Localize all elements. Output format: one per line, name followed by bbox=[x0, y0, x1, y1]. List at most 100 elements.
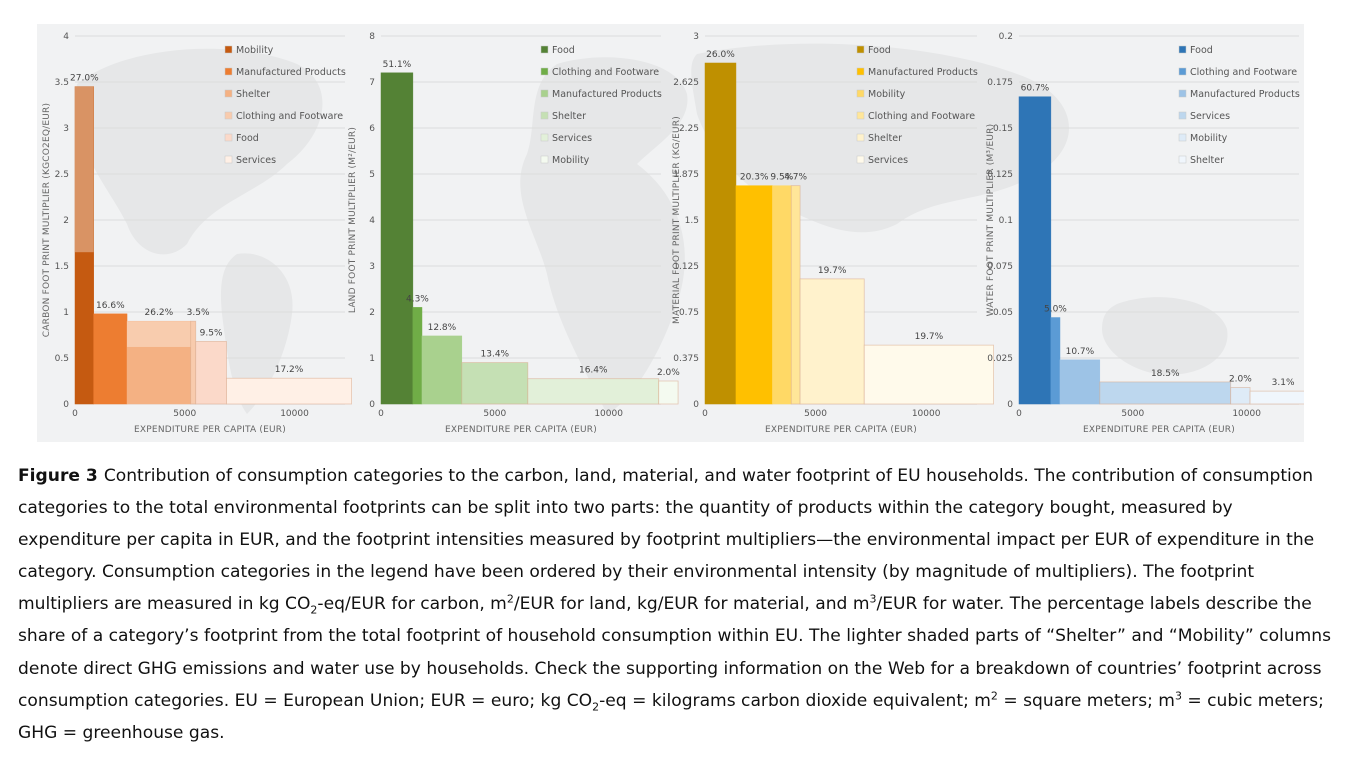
y-tick-label: 2.25 bbox=[679, 124, 699, 134]
y-tick-label: 0.75 bbox=[679, 308, 699, 318]
legend-label: Shelter bbox=[236, 89, 270, 100]
x-tick-label: 0 bbox=[1016, 409, 1022, 419]
legend-swatch bbox=[856, 45, 865, 54]
y-tick-label: 8 bbox=[369, 32, 375, 42]
legend-swatch bbox=[856, 155, 865, 164]
bar-shelter bbox=[126, 320, 191, 405]
bar-food bbox=[195, 341, 227, 405]
bar-shelter bbox=[1249, 390, 1304, 405]
y-tick-label: 0 bbox=[63, 400, 69, 410]
y-tick-label: 0.2 bbox=[999, 32, 1013, 42]
bar-share-label: 13.4% bbox=[481, 350, 510, 360]
bar-services bbox=[863, 344, 994, 405]
x-tick-label: 10000 bbox=[1232, 409, 1261, 419]
bar-clothing-and-footware bbox=[790, 185, 801, 405]
legend-swatch bbox=[856, 111, 865, 120]
caption-text-5: -eq = kilograms carbon dioxide equivalen… bbox=[599, 690, 991, 711]
y-tick-label: 0 bbox=[369, 400, 375, 410]
bar-share-label: 16.6% bbox=[96, 301, 125, 311]
y-tick-label: 1.5 bbox=[55, 262, 69, 272]
bar-share-label: 16.4% bbox=[579, 366, 608, 376]
bar-share-label: 3.5% bbox=[187, 308, 210, 318]
bar-share-label: 26.0% bbox=[706, 50, 735, 60]
figure-label: Figure 3 bbox=[18, 466, 98, 486]
y-axis-title: LAND FOOT PRINT MULTIPLIER (M²/EUR) bbox=[348, 127, 358, 313]
legend-swatch bbox=[224, 45, 233, 54]
caption-superscript-1: 2 bbox=[506, 592, 514, 606]
y-tick-label: 3 bbox=[693, 32, 699, 42]
bar-share-label: 19.7% bbox=[915, 332, 944, 342]
bar-food bbox=[1018, 96, 1052, 405]
x-tick-label: 10000 bbox=[280, 409, 309, 419]
bar-share-label: 9.5% bbox=[770, 173, 793, 183]
legend-label: Manufactured Products bbox=[1190, 89, 1300, 100]
bar-direct-part bbox=[127, 321, 191, 347]
caption-superscript-2: 3 bbox=[869, 592, 877, 606]
legend-label: Clothing and Footware bbox=[236, 111, 343, 122]
bar-clothing-and-footware bbox=[412, 307, 423, 405]
legend-swatch bbox=[1178, 155, 1187, 164]
chart-panel-3: 0 0.375 0.75 1.125 1.5 1.875 2.25 2.625 3 0 5000 10… bbox=[672, 32, 994, 435]
y-tick-label: 1.5 bbox=[685, 216, 699, 226]
caption-text-6: = square meters; m bbox=[997, 690, 1175, 711]
caption-text-3: /EUR for land, kg/EUR for material, and … bbox=[513, 594, 870, 615]
y-tick-label: 0 bbox=[1007, 400, 1013, 410]
figure-caption: Figure 3 Contribution of consumption cate… bbox=[18, 460, 1340, 749]
caption-superscript-3: 2 bbox=[990, 688, 998, 702]
bar-shelter bbox=[461, 362, 529, 405]
y-tick-label: 0.025 bbox=[987, 354, 1013, 364]
legend-swatch bbox=[540, 133, 549, 142]
chart-panel-4: 0 0.025 0.05 0.075 0.1 0.125 0.15 0.175 0.2 0 5000… bbox=[986, 32, 1304, 435]
bar-shelter bbox=[799, 278, 865, 405]
legend-swatch bbox=[1178, 89, 1187, 98]
x-axis-title: EXPENDITURE PER CAPITA (EUR) bbox=[445, 425, 597, 435]
legend-label: Services bbox=[552, 133, 592, 144]
x-tick-label: 0 bbox=[702, 409, 708, 419]
y-tick-label: 2.5 bbox=[55, 170, 69, 180]
y-tick-label: 0.075 bbox=[987, 262, 1013, 272]
bar-mobility bbox=[74, 86, 94, 405]
legend-label: Manufactured Products bbox=[868, 67, 978, 78]
bar-share-label: 3.1% bbox=[1272, 378, 1295, 388]
y-axis-title: WATER FOOT PRINT MULTIPLIER (M³/EUR) bbox=[986, 124, 996, 317]
y-axis-title: CARBON FOOT PRINT MULTIPLIER (KGCO2EQ/EU… bbox=[42, 103, 52, 337]
y-tick-label: 1 bbox=[369, 354, 375, 364]
legend-swatch bbox=[540, 45, 549, 54]
y-tick-label: 0.15 bbox=[993, 124, 1013, 134]
bar-share-label: 5.0% bbox=[1044, 305, 1067, 315]
bar-direct-part bbox=[75, 86, 94, 253]
bar-manufactured-products bbox=[735, 185, 773, 405]
y-tick-label: 1.125 bbox=[673, 262, 699, 272]
legend-label: Shelter bbox=[868, 133, 902, 144]
legend-label: Manufactured Products bbox=[552, 89, 662, 100]
caption-superscript-4: 3 bbox=[1174, 688, 1182, 702]
x-tick-label: 10000 bbox=[912, 409, 941, 419]
legend-label: Services bbox=[236, 155, 276, 166]
bar-share-label: 17.2% bbox=[275, 365, 304, 375]
caption-text-7: = cubic meters; GHG = greenhouse gas. bbox=[18, 690, 1324, 743]
bar-share-label: 19.7% bbox=[818, 266, 847, 276]
legend-label: Services bbox=[1190, 111, 1230, 122]
bar-services bbox=[527, 378, 660, 405]
bar-food bbox=[704, 62, 737, 405]
y-tick-label: 2.625 bbox=[673, 78, 699, 88]
map-europe-africa bbox=[520, 57, 688, 414]
legend-swatch bbox=[224, 67, 233, 76]
caption-text-4: /EUR for water. The percentage labels de… bbox=[18, 594, 1332, 711]
legend-swatch bbox=[224, 89, 233, 98]
bar-manufactured-products bbox=[93, 313, 128, 405]
caption-subscript-1: 2 bbox=[310, 603, 318, 617]
legend-label: Shelter bbox=[552, 111, 586, 122]
bar-share-label: 10.7% bbox=[1066, 347, 1095, 357]
x-tick-label: 5000 bbox=[483, 409, 506, 419]
y-tick-label: 0.175 bbox=[987, 78, 1013, 88]
bar-share-label: 27.0% bbox=[70, 74, 99, 84]
legend-label: Services bbox=[868, 155, 908, 166]
y-tick-label: 0 bbox=[693, 400, 699, 410]
x-tick-label: 10000 bbox=[594, 409, 623, 419]
caption-text-2: -eq/EUR for carbon, m bbox=[317, 594, 507, 615]
map-asia bbox=[691, 43, 1070, 233]
legend-swatch bbox=[856, 67, 865, 76]
bar-share-label: 4.7% bbox=[784, 173, 807, 183]
y-tick-label: 0.375 bbox=[673, 354, 699, 364]
